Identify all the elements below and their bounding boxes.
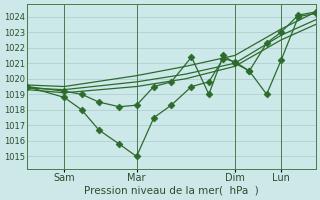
X-axis label: Pression niveau de la mer(  hPa  ): Pression niveau de la mer( hPa ) [84,186,259,196]
